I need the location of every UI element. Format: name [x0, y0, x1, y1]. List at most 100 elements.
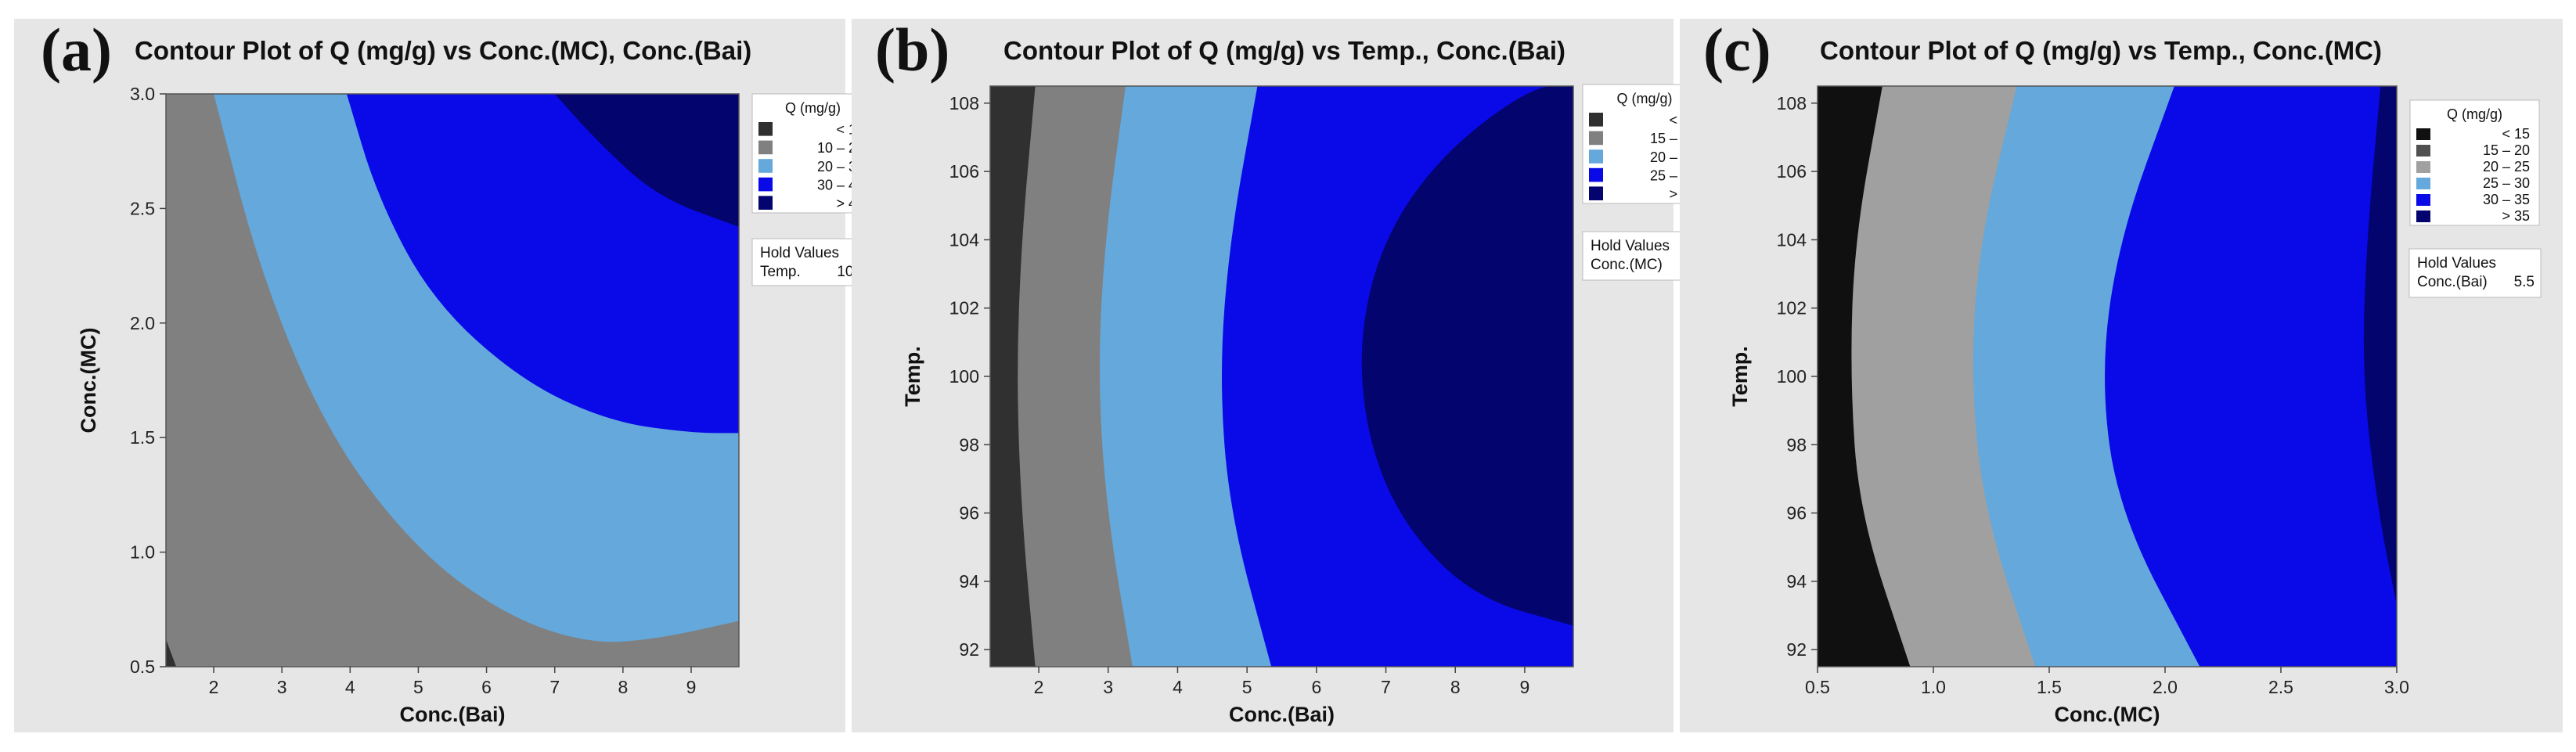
legend-swatch: [758, 140, 773, 155]
legend-swatch: [2416, 145, 2430, 157]
legend-swatch: [2416, 210, 2430, 222]
x-tick-label: 2.0: [2153, 677, 2178, 697]
contour-region: [2363, 86, 2397, 606]
legend-box: [2409, 99, 2540, 226]
y-tick-label: 94: [1786, 571, 1807, 592]
legend-swatch: [1589, 113, 1603, 127]
contour-region: [2105, 86, 2397, 667]
y-tick-label: 0.5: [130, 657, 155, 677]
legend-swatch: [758, 159, 773, 173]
contour-plot-area: [1818, 86, 2397, 667]
y-tick-label: 1.5: [130, 427, 155, 448]
y-tick-label: 106: [1777, 161, 1807, 182]
y-tick-label: 96: [1786, 503, 1807, 524]
y-tick-label: 1.0: [130, 542, 155, 563]
y-tick-label: 98: [959, 434, 979, 455]
y-axis-label: Temp.: [1728, 346, 1752, 407]
y-axis-label: Temp.: [901, 346, 924, 407]
contour-region: [554, 94, 739, 227]
x-tick-label: 5: [413, 677, 423, 697]
legend-label: 20 – 25: [2483, 159, 2530, 175]
x-tick-label: 9: [1520, 677, 1530, 697]
x-tick-label: 4: [1173, 677, 1183, 697]
y-tick-label: 92: [959, 639, 979, 660]
y-axis-label: Conc.(MC): [77, 328, 100, 434]
y-tick-label: 104: [1777, 229, 1807, 250]
y-tick-label: 108: [949, 93, 979, 113]
panel-b: (b) Contour Plot of Q (mg/g) vs Temp., Co…: [852, 16, 1731, 732]
y-tick-label: 98: [1786, 434, 1807, 455]
hold-values: Hold Values Conc.(Bai) 5.5: [2408, 248, 2542, 298]
hold-values-box: [751, 238, 869, 286]
legend-swatch: [1589, 186, 1603, 200]
legend-swatch: [1589, 131, 1603, 146]
legend-label: 25 – 30: [2483, 175, 2530, 191]
hold-values-box: [2408, 248, 2542, 298]
legend-title: Q (mg/g): [1616, 91, 1672, 106]
x-tick-label: 1.0: [1921, 677, 1946, 697]
hold-values-title: Hold Values: [1591, 238, 1670, 254]
legend-label: > 35: [2502, 208, 2530, 224]
legend-swatch: [758, 196, 773, 210]
y-tick-label: 3.0: [130, 84, 155, 104]
x-tick-label: 7: [1381, 677, 1391, 697]
legend-swatch: [2416, 194, 2430, 206]
legend-label: 30 – 35: [2483, 192, 2530, 207]
contour-plot-area: [990, 86, 1573, 667]
y-tick-label: 106: [949, 161, 979, 182]
x-tick-label: 7: [549, 677, 560, 697]
panel-letter: (a): [41, 16, 112, 84]
hold-value-number: 5.5: [2514, 274, 2535, 290]
x-tick-label: 1.5: [2037, 677, 2062, 697]
x-axis-label: Conc.(Bai): [1229, 703, 1335, 726]
chart-title: Contour Plot of Q (mg/g) vs Temp., Conc.…: [1820, 36, 2382, 65]
panel-letter: (c): [1703, 16, 1771, 84]
hold-values-title: Hold Values: [760, 245, 839, 261]
legend-swatch: [758, 122, 773, 136]
x-axis-label: Conc.(Bai): [400, 703, 506, 726]
x-tick-label: 8: [1450, 677, 1461, 697]
contour-region: [1361, 86, 1573, 626]
hold-values-title: Hold Values: [2417, 255, 2496, 272]
plot-frame: [165, 93, 740, 667]
y-tick-label: 96: [959, 503, 979, 524]
x-tick-label: 4: [345, 677, 355, 697]
x-tick-label: 9: [686, 677, 697, 697]
y-tick-label: 104: [949, 229, 980, 250]
y-tick-label: 100: [1777, 366, 1807, 387]
x-tick-label: 2.5: [2268, 677, 2293, 697]
x-tick-label: 2: [1034, 677, 1044, 697]
y-tick-label: 102: [949, 298, 979, 318]
x-axis-label: Conc.(MC): [2055, 703, 2160, 726]
y-tick-label: 102: [1777, 298, 1807, 318]
x-tick-label: 6: [481, 677, 492, 697]
y-tick-label: 2.0: [130, 313, 155, 333]
legend-label: < 15: [2502, 126, 2530, 142]
y-tick-label: 92: [1786, 639, 1807, 660]
hold-value-label: Conc.(MC): [1591, 257, 1663, 273]
panel-a: (a) Contour Plot of Q (mg/g) vs Conc.(MC)…: [14, 16, 874, 732]
x-tick-label: 3.0: [2384, 677, 2409, 697]
x-tick-label: 0.5: [1805, 677, 1830, 697]
x-tick-label: 2: [209, 677, 219, 697]
legend-swatch: [1589, 149, 1603, 164]
panel-letter: (b): [875, 16, 949, 84]
legend-title: Q (mg/g): [2447, 106, 2502, 122]
x-tick-label: 5: [1242, 677, 1252, 697]
y-tick-label: 2.5: [130, 198, 155, 218]
chart-title: Contour Plot of Q (mg/g) vs Temp., Conc.…: [1003, 36, 1565, 65]
contour-plot-area: [166, 94, 739, 667]
legend-label: 15 – 20: [2483, 142, 2530, 158]
y-tick-label: 108: [1777, 93, 1807, 113]
y-tick-label: 94: [959, 571, 979, 592]
hold-value-label: Temp.: [760, 264, 801, 280]
legend-swatch: [2416, 178, 2430, 189]
legend-title: Q (mg/g): [785, 100, 841, 116]
x-tick-label: 3: [1103, 677, 1113, 697]
legend-swatch: [1589, 167, 1603, 182]
legend-swatch: [2416, 128, 2430, 140]
y-tick-label: 100: [949, 366, 979, 387]
